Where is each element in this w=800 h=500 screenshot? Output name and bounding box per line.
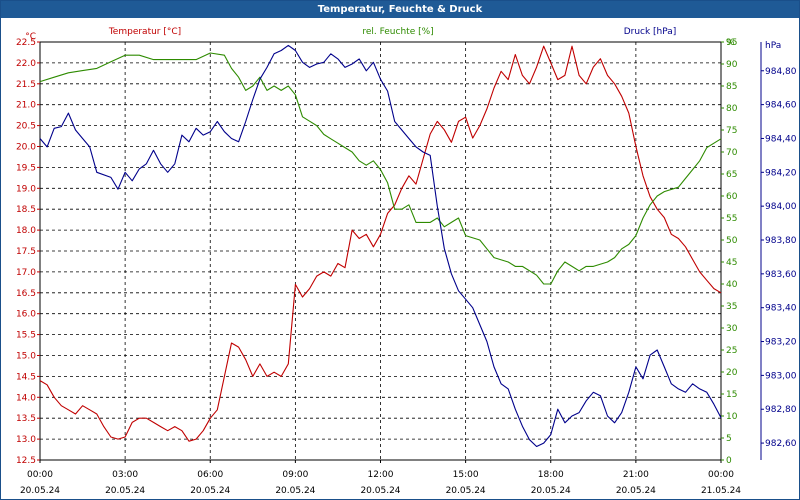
x-tick-time: 18:00 [538,470,564,480]
pressure-tick-label: 984,20 [765,168,797,178]
x-tick-time: 15:00 [453,470,479,480]
x-tick-date: 20.05.24 [105,486,145,496]
pressure-tick-label: 982,60 [765,439,797,449]
humidity-tick-label: 60 [726,192,738,202]
humidity-tick-label: 75 [726,126,737,136]
temperature-tick-label: 12.5 [16,456,36,466]
humidity-unit-label: % [726,38,735,48]
pressure-tick-label: 982,80 [765,405,797,415]
humidity-tick-label: 65 [726,170,737,180]
temperature-tick-label: 20.5 [16,122,36,132]
pressure-tick-label: 984,60 [765,101,797,111]
humidity-tick-label: 20 [726,368,738,378]
humidity-tick-label: 15 [726,390,737,400]
x-tick-date: 20.05.24 [531,486,571,496]
humidity-tick-label: 30 [726,324,738,334]
temperature-series-line [39,45,722,442]
x-tick-time: 00:00 [708,470,734,480]
humidity-axis-title: rel. Feuchte [%] [362,27,433,37]
humidity-series-line [39,52,722,285]
temperature-tick-label: 17.0 [16,268,36,278]
humidity-tick-label: 70 [726,148,738,158]
humidity-tick-label: 10 [726,412,738,422]
pressure-tick-label: 983,40 [765,304,797,314]
temperature-tick-label: 13.0 [16,435,36,445]
x-tick-time: 21:00 [623,470,649,480]
pressure-series-line [39,44,722,448]
temperature-tick-label: 15.5 [16,331,36,341]
temperature-tick-label: 20.0 [16,143,36,153]
humidity-tick-label: 35 [726,302,737,312]
x-tick-date: 21.05.24 [701,486,741,496]
pressure-tick-label: 983,20 [765,338,797,348]
temperature-tick-label: 19.0 [16,184,36,194]
temperature-tick-label: 14.0 [16,393,36,403]
temperature-tick-label: 18.5 [16,205,36,215]
humidity-tick-label: 50 [726,236,738,246]
temperature-tick-label: 16.0 [16,310,36,320]
pressure-tick-label: 984,00 [765,202,797,212]
pressure-tick-label: 983,60 [765,270,797,280]
humidity-tick-label: 25 [726,346,737,356]
temperature-tick-label: 22.5 [16,38,36,48]
x-tick-date: 20.05.24 [20,486,60,496]
pressure-axis-title: Druck [hPa] [624,27,677,37]
x-tick-date: 20.05.24 [275,486,315,496]
humidity-tick-label: 0 [726,456,732,466]
pressure-tick-label: 984,40 [765,134,797,144]
x-tick-date: 20.05.24 [616,486,656,496]
pressure-tick-label: 983,80 [765,236,797,246]
x-tick-date: 20.05.24 [190,486,230,496]
humidity-tick-label: 45 [726,258,737,268]
x-tick-time: 03:00 [112,470,138,480]
temperature-unit-label: °C [25,32,36,42]
x-tick-time: 00:00 [27,470,53,480]
temperature-tick-label: 22.0 [16,59,36,69]
pressure-tick-label: 984,80 [765,67,797,77]
temperature-tick-label: 19.5 [16,163,36,173]
temperature-tick-label: 13.5 [16,414,36,424]
temperature-tick-label: 21.0 [16,101,36,111]
temperature-tick-label: 18.0 [16,226,36,236]
temperature-tick-label: 16.5 [16,289,36,299]
temperature-tick-label: 14.5 [16,372,36,382]
humidity-tick-label: 95 [726,38,737,48]
x-tick-time: 09:00 [282,470,308,480]
x-tick-time: 06:00 [197,470,223,480]
pressure-tick-label: 983,00 [765,371,797,381]
temperature-tick-label: 21.5 [16,80,36,90]
x-tick-date: 20.05.24 [446,486,486,496]
humidity-tick-label: 55 [726,214,737,224]
humidity-tick-label: 40 [726,280,738,290]
x-tick-date: 20.05.24 [360,486,400,496]
humidity-tick-label: 85 [726,82,737,92]
humidity-tick-label: 90 [726,60,738,70]
humidity-tick-label: 80 [726,104,738,114]
pressure-unit-label: hPa [765,41,781,51]
x-tick-time: 12:00 [368,470,394,480]
humidity-tick-label: 5 [726,434,732,444]
chart-title: Temperatur, Feuchte & Druck [1,1,799,18]
temperature-tick-label: 15.0 [16,352,36,362]
temperature-axis-title: Temperatur [°C] [108,27,181,37]
temperature-tick-label: 17.5 [16,247,36,257]
